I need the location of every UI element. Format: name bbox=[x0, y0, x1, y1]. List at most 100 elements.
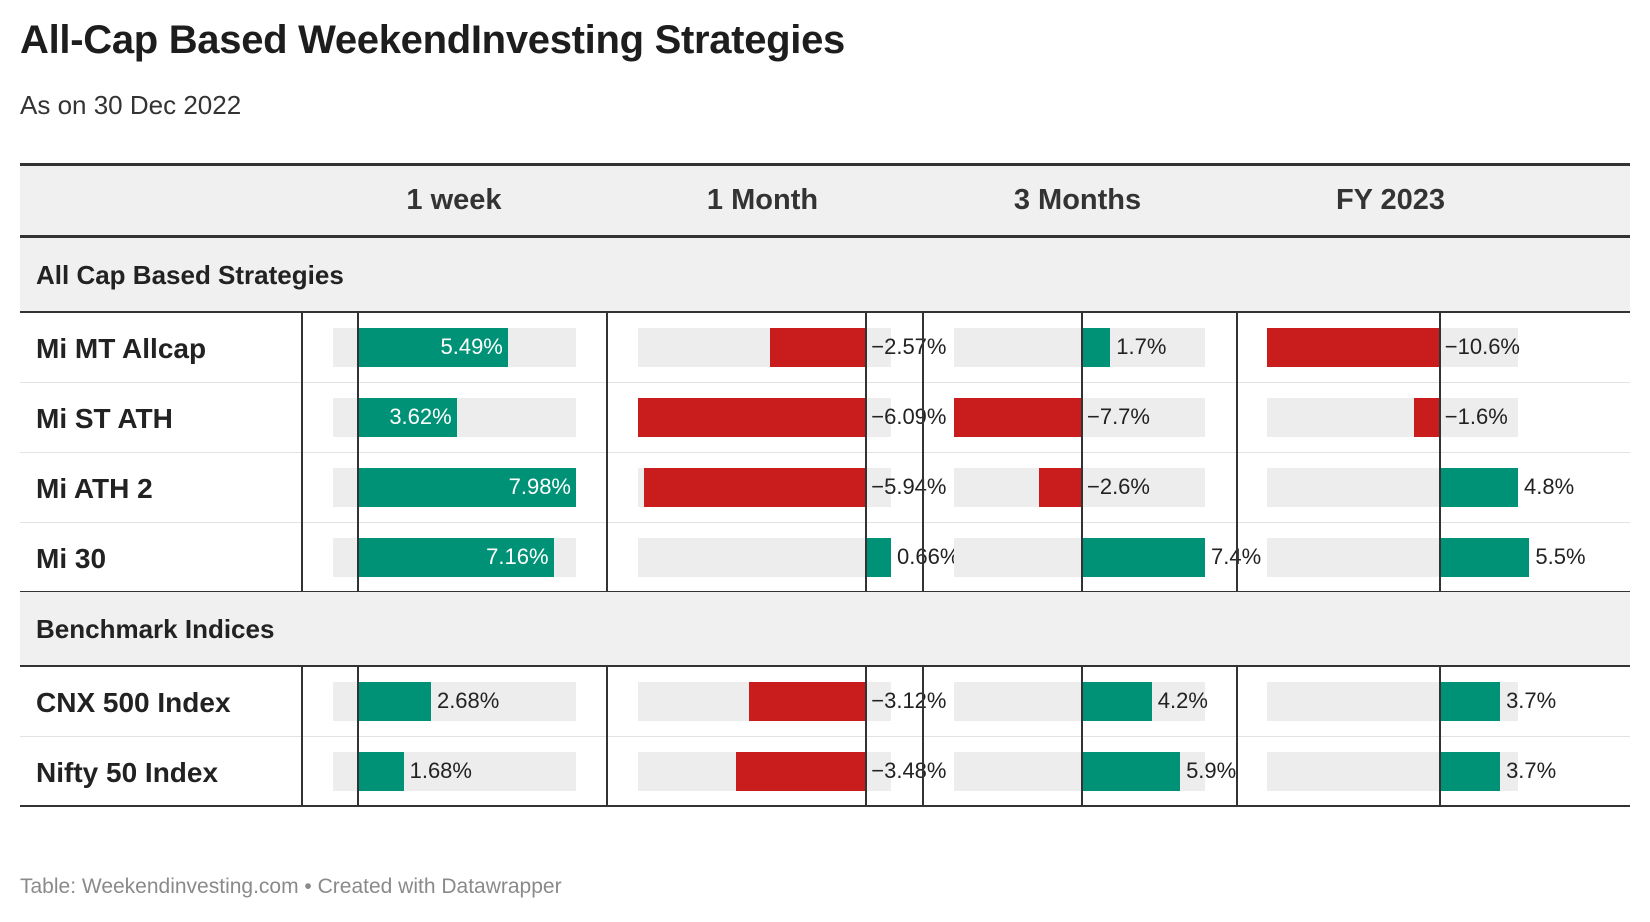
bar-cnx-500-index-3-months[interactable] bbox=[1081, 681, 1152, 721]
bar-cell: 3.62% bbox=[20, 382, 1630, 452]
table-header-rule bbox=[20, 235, 1630, 238]
value-label: 2.68% bbox=[436, 688, 500, 713]
column-divider bbox=[1236, 666, 1238, 806]
row-divider bbox=[20, 382, 1630, 383]
group-rule bbox=[20, 311, 1630, 313]
zero-axis-line bbox=[865, 312, 868, 592]
bar-cnx-500-index-fy-2023[interactable] bbox=[1439, 681, 1501, 721]
bar-track bbox=[954, 681, 1205, 721]
bar-cell: 3.7% bbox=[20, 666, 1630, 736]
zero-axis-line bbox=[356, 666, 359, 806]
bar-mi-ath-2-3-months[interactable] bbox=[1038, 467, 1082, 507]
zero-axis-line bbox=[1080, 666, 1083, 806]
bar-mi-30-fy-2023[interactable] bbox=[1439, 537, 1530, 577]
bar-nifty-50-index-fy-2023[interactable] bbox=[1439, 751, 1501, 791]
row-label-nifty-50-index: Nifty 50 Index bbox=[36, 757, 219, 788]
bar-mi-mt-allcap-fy-2023[interactable] bbox=[1267, 327, 1440, 367]
group-label: Benchmark Indices bbox=[36, 614, 275, 644]
bar-mi-st-ath-fy-2023[interactable] bbox=[1413, 397, 1440, 437]
bar-cell: −3.12% bbox=[20, 666, 1630, 736]
bar-mi-mt-allcap-3-months[interactable] bbox=[1081, 327, 1111, 367]
bar-cell: 4.2% bbox=[20, 666, 1630, 736]
value-label: −3.12% bbox=[871, 688, 947, 713]
bar-cell: −3.48% bbox=[20, 736, 1630, 806]
row-label-mi-30: Mi 30 bbox=[36, 543, 107, 574]
bar-mi-ath-2-1-month[interactable] bbox=[643, 467, 867, 507]
bar-cell: 7.16% bbox=[20, 522, 1630, 592]
group-rule bbox=[20, 665, 1630, 667]
value-label: 1.7% bbox=[1116, 334, 1167, 359]
row-label-cnx-500-index: CNX 500 Index bbox=[36, 687, 231, 718]
column-header-fy-2023[interactable]: FY 2023 bbox=[1335, 184, 1446, 216]
zero-axis-line bbox=[356, 312, 359, 592]
bar-nifty-50-index-1-month[interactable] bbox=[735, 751, 867, 791]
column-divider bbox=[301, 312, 303, 592]
zero-axis-line bbox=[1438, 312, 1441, 592]
value-label: 0.66% bbox=[897, 544, 960, 569]
bar-cell: 5.5% bbox=[20, 522, 1630, 592]
bar-track bbox=[638, 537, 891, 577]
bar-cell: −1.6% bbox=[20, 382, 1630, 452]
column-divider bbox=[922, 666, 924, 806]
bar-cell: −7.7% bbox=[20, 382, 1630, 452]
row-label-mi-mt-allcap: Mi MT Allcap bbox=[36, 333, 207, 364]
group-header: All Cap Based Strategies bbox=[20, 238, 1630, 312]
column-header-1-week[interactable]: 1 week bbox=[406, 184, 502, 216]
bar-mi-mt-allcap-1-week[interactable] bbox=[357, 327, 508, 367]
bar-mi-mt-allcap-1-month[interactable] bbox=[769, 327, 867, 367]
bar-mi-30-1-week[interactable] bbox=[357, 537, 554, 577]
chart-subtitle: As on 30 Dec 2022 bbox=[20, 90, 242, 120]
bar-cell: 7.98% bbox=[20, 452, 1630, 522]
value-label: 3.7% bbox=[1506, 758, 1557, 783]
value-label: −10.6% bbox=[1444, 334, 1520, 359]
bar-cell: 5.49% bbox=[20, 312, 1630, 382]
value-label: 5.49% bbox=[440, 334, 503, 359]
column-divider bbox=[301, 666, 303, 806]
bar-mi-st-ath-3-months[interactable] bbox=[954, 397, 1082, 437]
zero-axis-line bbox=[865, 666, 868, 806]
row-divider bbox=[20, 452, 1630, 453]
bar-mi-st-ath-1-week[interactable] bbox=[357, 397, 457, 437]
bar-cell: −6.09% bbox=[20, 382, 1630, 452]
group-bottom-rule bbox=[20, 805, 1630, 807]
bar-cell: 2.68% bbox=[20, 666, 1630, 736]
bar-cell: 1.68% bbox=[20, 736, 1630, 806]
value-label: −5.94% bbox=[871, 474, 947, 499]
row-divider bbox=[20, 522, 1630, 523]
zero-axis-line bbox=[1080, 312, 1083, 592]
bar-nifty-50-index-1-week[interactable] bbox=[357, 751, 404, 791]
column-divider bbox=[922, 312, 924, 592]
bar-cell: −10.6% bbox=[20, 312, 1630, 382]
group-label: All Cap Based Strategies bbox=[36, 260, 344, 290]
bar-cell: 1.7% bbox=[20, 312, 1630, 382]
column-header-3-months[interactable]: 3 Months bbox=[1013, 184, 1142, 216]
column-divider bbox=[1236, 312, 1238, 592]
bar-cell: −2.57% bbox=[20, 312, 1630, 382]
bar-mi-ath-2-1-week[interactable] bbox=[357, 467, 576, 507]
row-label-mi-st-ath: Mi ST ATH bbox=[36, 403, 173, 434]
bar-cnx-500-index-1-month[interactable] bbox=[749, 681, 867, 721]
table-header: 1 week 1 Month 3 Months FY 2023 bbox=[20, 166, 1630, 235]
bar-mi-st-ath-1-month[interactable] bbox=[638, 397, 867, 437]
value-label: 3.62% bbox=[389, 404, 452, 429]
row-divider bbox=[20, 736, 1630, 737]
bar-cell: 0.66% bbox=[20, 522, 1630, 592]
table-top-rule bbox=[20, 163, 1630, 166]
bar-mi-30-1-month[interactable] bbox=[866, 537, 891, 577]
row-label-mi-ath-2: Mi ATH 2 bbox=[36, 473, 153, 504]
column-header-1-month[interactable]: 1 Month bbox=[706, 184, 819, 216]
bar-cnx-500-index-1-week[interactable] bbox=[357, 681, 431, 721]
column-divider bbox=[606, 666, 608, 806]
value-label: −2.6% bbox=[1086, 474, 1150, 499]
bar-cell: 5.9% bbox=[20, 736, 1630, 806]
bar-mi-ath-2-fy-2023[interactable] bbox=[1439, 467, 1518, 507]
value-label: 4.8% bbox=[1524, 474, 1575, 499]
value-label: −7.7% bbox=[1086, 404, 1150, 429]
source-footer: Table: Weekendinvesting.com • Created wi… bbox=[20, 875, 562, 898]
bar-mi-30-3-months[interactable] bbox=[1081, 537, 1205, 577]
value-label: 7.16% bbox=[486, 544, 549, 569]
bar-cell: −2.6% bbox=[20, 452, 1630, 522]
bar-track bbox=[1267, 397, 1518, 437]
value-label: 5.5% bbox=[1535, 544, 1586, 569]
bar-nifty-50-index-3-months[interactable] bbox=[1081, 751, 1181, 791]
